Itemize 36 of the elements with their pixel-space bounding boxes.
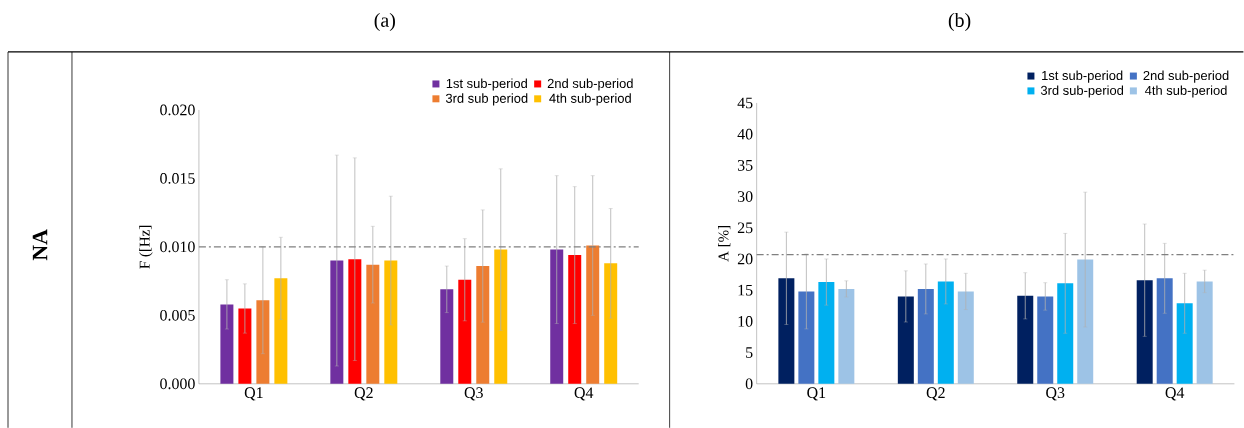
legend-label: 3rd sub period (445, 93, 528, 106)
legend-label: 3rd sub-period (1040, 85, 1124, 98)
y-tick-label: 30 (737, 191, 753, 202)
y-tick-label: 0 (745, 378, 753, 390)
legend-label: 4th sub-period (549, 93, 631, 106)
x-tick-label: Q3 (1046, 387, 1065, 401)
x-tick-label: Q2 (926, 387, 945, 401)
chart-title: (b) (948, 12, 971, 31)
x-tick-label: Q3 (464, 387, 483, 401)
y-tick-label: 45 (737, 97, 753, 109)
y-tick-label: 40 (737, 128, 753, 140)
legend-label: 2nd sub-period (1143, 70, 1229, 83)
y-tick-label: 20 (737, 253, 753, 265)
y-tick-label: 10 (738, 315, 753, 327)
x-tick-label: Q1 (807, 387, 826, 401)
x-tick-label: Q1 (244, 387, 263, 401)
y-axis-title: A [%] (718, 225, 731, 262)
legend-label: 2nd sub-period (547, 78, 633, 91)
x-tick-label: Q4 (574, 387, 594, 401)
legend-label: 4th sub-period (1144, 85, 1227, 98)
text: NA (32, 229, 48, 261)
legend-label: 1st sub-period (1042, 70, 1123, 83)
y-tick-label: 15 (738, 284, 753, 296)
chart-title: (a) (374, 12, 395, 31)
y-axis-title: F ([Hz] (139, 225, 153, 269)
y-tick-label: 0.005 (160, 309, 195, 321)
y-tick-label: 25 (737, 222, 753, 234)
y-tick-label: 0.010 (160, 241, 195, 253)
x-tick-label: Q2 (354, 387, 373, 401)
x-tick-label: Q4 (1165, 387, 1185, 401)
legend-label: 1st sub-period (446, 78, 527, 91)
y-tick-label: 0.000 (160, 378, 195, 390)
y-tick-label: 0.020 (160, 104, 195, 116)
y-tick-label: 35 (737, 159, 753, 171)
y-tick-label: 0.015 (160, 172, 195, 184)
y-tick-label: 5 (746, 347, 753, 358)
